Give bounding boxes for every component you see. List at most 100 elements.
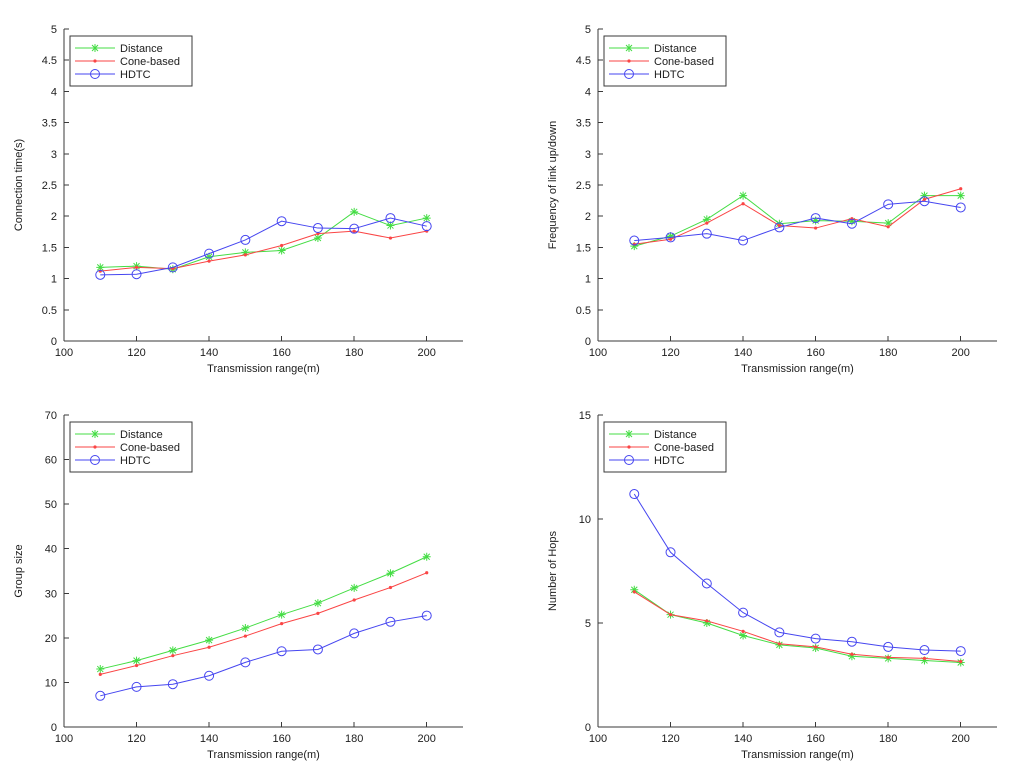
star-marker <box>847 217 856 226</box>
axes <box>597 414 997 727</box>
dot-marker <box>316 611 320 615</box>
star-marker <box>739 191 748 200</box>
y-tick-label: 2 <box>51 211 57 223</box>
dot-marker <box>280 621 284 625</box>
star-marker <box>205 635 214 644</box>
x-tick-label: 200 <box>952 347 970 359</box>
series-distance <box>630 585 965 667</box>
y-axis-ticks: 0 5 10 15 <box>579 410 603 734</box>
legend-label: Distance <box>120 43 163 55</box>
x-tick-label: 180 <box>345 733 363 745</box>
circle-marker <box>349 627 360 638</box>
star-marker <box>91 44 99 52</box>
dot-marker <box>352 229 356 233</box>
y-axis-label: Frequency of link up/down <box>547 121 559 249</box>
x-tick-label: 200 <box>418 733 436 745</box>
y-tick-label: 5 <box>585 618 591 630</box>
y-tick-label: 1 <box>51 274 57 286</box>
dot-marker <box>814 644 818 649</box>
legend-label: Cone-based <box>654 442 714 454</box>
series-cone-based <box>98 570 429 676</box>
circle-marker <box>385 213 396 224</box>
circle-marker <box>95 269 106 280</box>
x-tick-label: 180 <box>345 347 363 359</box>
series-cone-based <box>632 187 963 246</box>
y-tick-label: 4.5 <box>42 55 57 67</box>
dot-marker <box>922 656 927 660</box>
circle-marker <box>240 656 251 667</box>
y-tick-label: 1.5 <box>42 242 57 254</box>
series-hdtc <box>629 196 966 246</box>
series-line <box>634 200 961 242</box>
y-tick-label: 15 <box>579 410 591 422</box>
star-marker <box>350 207 359 216</box>
star-marker <box>739 630 748 639</box>
legend-label: Distance <box>120 429 163 441</box>
y-tick-label: 40 <box>45 543 57 555</box>
x-tick-label: 100 <box>55 733 73 745</box>
circle-marker <box>665 546 676 557</box>
dot-marker <box>922 197 927 201</box>
star-marker <box>847 651 856 660</box>
x-tick-label: 180 <box>879 347 897 359</box>
dot-marker <box>741 202 745 206</box>
y-axis-label: Number of Hops <box>547 530 559 611</box>
circle-marker <box>846 636 857 647</box>
y-tick-label: 60 <box>45 454 57 466</box>
dot-marker <box>705 618 709 623</box>
axes <box>63 414 463 727</box>
x-axis-label: Transmission range(m) <box>741 363 854 375</box>
legend-label: HDTC <box>120 455 151 467</box>
x-tick-label: 120 <box>127 347 145 359</box>
y-tick-label: 30 <box>45 588 57 600</box>
series-hdtc <box>629 488 966 656</box>
dot-marker <box>352 597 356 602</box>
star-marker <box>91 429 99 438</box>
star-marker <box>625 429 633 438</box>
circle-marker <box>90 69 100 79</box>
series-hdtc <box>95 610 432 701</box>
star-marker <box>956 191 965 200</box>
circle-marker <box>624 454 634 465</box>
circle-marker <box>385 616 396 627</box>
dot-marker <box>777 223 781 228</box>
x-tick-label: 160 <box>272 733 290 745</box>
legend-label: Cone-based <box>120 56 180 68</box>
star-marker <box>277 610 286 619</box>
circle-marker <box>919 196 930 207</box>
y-tick-label: 1 <box>585 274 591 286</box>
circle-marker <box>204 248 215 259</box>
series-line <box>634 590 961 662</box>
x-tick-label: 120 <box>661 733 679 745</box>
y-tick-label: 2.5 <box>576 180 591 192</box>
x-axis-ticks: 100 120 140 160 180 200 <box>589 336 970 359</box>
star-marker <box>702 618 711 627</box>
star-marker <box>350 583 359 592</box>
legend-label: Cone-based <box>654 56 714 68</box>
dot-marker <box>207 645 211 649</box>
star-marker <box>920 191 929 200</box>
star-marker <box>205 252 214 261</box>
x-tick-label: 160 <box>272 347 290 359</box>
x-tick-label: 120 <box>127 733 145 745</box>
y-axis-ticks: 0 0.5 1 1.5 2 2.5 3 3.5 4 4.5 5 <box>42 24 69 348</box>
circle-marker <box>738 235 749 246</box>
series-line <box>634 194 961 247</box>
dot-marker <box>388 585 393 589</box>
x-tick-label: 100 <box>55 347 73 359</box>
legend-label: Distance <box>654 43 697 55</box>
y-tick-label: 5 <box>51 24 57 36</box>
x-tick-label: 160 <box>806 347 824 359</box>
dot-marker <box>959 187 963 191</box>
dot-marker <box>668 237 673 241</box>
dot-marker <box>814 226 818 230</box>
circle-marker <box>629 488 640 499</box>
circle-marker <box>421 221 432 232</box>
series-line <box>100 211 427 270</box>
circle-marker <box>955 645 966 656</box>
circle-marker <box>701 577 712 588</box>
star-marker <box>313 234 322 243</box>
star-marker <box>313 598 322 607</box>
circle-marker <box>701 228 712 239</box>
